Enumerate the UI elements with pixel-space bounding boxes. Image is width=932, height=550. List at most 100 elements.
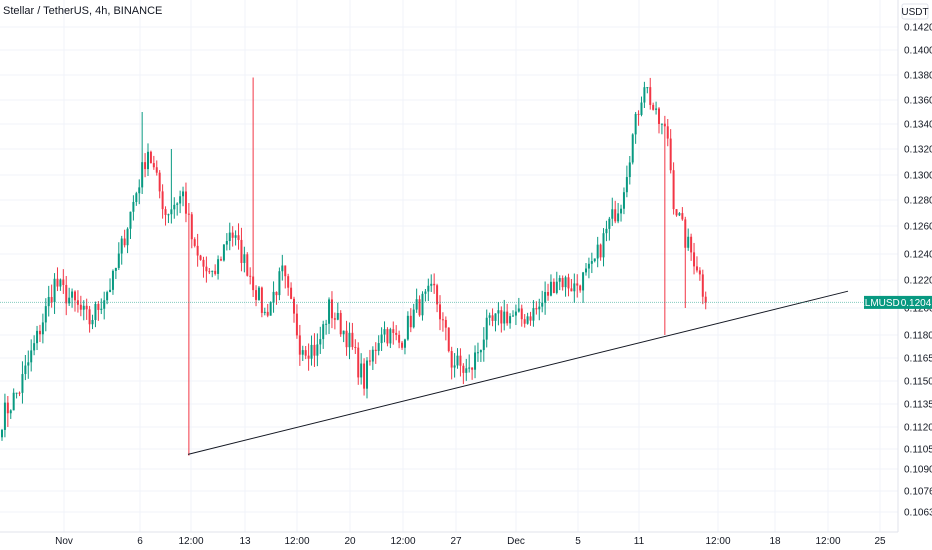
candle-body — [333, 318, 336, 320]
candle-body — [555, 281, 558, 293]
candle-body — [567, 277, 570, 289]
time-scale[interactable]: Nov 6 12:00 13 12:00 20 12:00 27 Dec 5 11 12:00 18 12… — [55, 536, 886, 547]
candle-body — [389, 329, 392, 344]
currency-unit: USDT — [901, 7, 928, 18]
candle-body — [444, 319, 447, 328]
candle-body — [579, 285, 582, 291]
candle-body — [617, 213, 620, 222]
candle-body — [564, 277, 567, 288]
price-tick-label: 0.1240 — [904, 250, 932, 261]
candle-body — [272, 291, 275, 302]
price-scale[interactable]: 0.1420 0.1400 0.1380 0.1360 0.1340 0.1320 0.13… — [904, 23, 932, 519]
candle-body — [669, 138, 672, 171]
candle-body — [529, 316, 532, 321]
candle-body — [526, 316, 529, 324]
price-tick-label: 0.1165 — [904, 354, 932, 365]
price-tick-label: 0.1400 — [904, 46, 932, 57]
candle-body — [655, 108, 658, 110]
candle-body — [436, 285, 439, 305]
candle-body — [439, 304, 441, 320]
candle-body — [506, 311, 509, 324]
time-tick-label: 12:00 — [815, 536, 840, 547]
candle-body — [450, 351, 453, 368]
candle-body — [465, 368, 468, 373]
candle-body — [123, 238, 126, 246]
candle-body — [246, 254, 249, 276]
candle-body — [476, 352, 479, 354]
candle-body — [640, 102, 643, 115]
candle-body — [6, 402, 9, 414]
candle-body — [704, 296, 707, 303]
candle-body — [693, 252, 696, 267]
candle-body — [462, 365, 465, 373]
candle-body — [398, 334, 401, 343]
price-tick-label: 0.1063 — [904, 508, 932, 519]
candle-body — [596, 244, 599, 259]
currency-unit-box[interactable] — [901, 3, 929, 20]
candle-body — [304, 350, 307, 356]
candle-body — [88, 309, 91, 325]
last-price-value: 0.1204 — [901, 298, 932, 309]
candles — [1, 77, 707, 456]
candle-body — [488, 315, 491, 318]
price-tick-label: 0.1320 — [904, 145, 932, 156]
candle-body — [593, 258, 596, 262]
candle-body — [485, 317, 488, 340]
candle-body — [538, 306, 541, 310]
candle-body — [205, 266, 208, 272]
candle-body — [15, 392, 18, 394]
trendline[interactable] — [187, 290, 849, 455]
candle-body — [263, 311, 266, 313]
candle-body — [76, 300, 79, 305]
candle-body — [500, 310, 503, 324]
candle-body — [628, 162, 631, 178]
price-tick-label: 0.1150 — [904, 377, 932, 388]
candle-body — [117, 253, 120, 268]
candle-body — [441, 319, 444, 321]
price-tick-label: 0.1220 — [904, 276, 932, 287]
symbol-badge — [864, 295, 900, 309]
candle-body — [427, 285, 430, 292]
candle-body — [149, 151, 152, 164]
candle-body — [401, 342, 404, 348]
candle-body — [44, 306, 47, 323]
candle-body — [602, 233, 605, 258]
candle-body — [348, 332, 351, 348]
candle-body — [18, 392, 21, 394]
candle-body — [190, 214, 193, 240]
candle-body — [278, 271, 281, 296]
candle-body — [395, 332, 398, 335]
candle-body — [509, 316, 512, 324]
candle-body — [576, 283, 579, 286]
candle-body — [360, 363, 363, 378]
candle-body — [126, 228, 129, 246]
candle-body — [293, 298, 295, 314]
candle-body — [412, 309, 415, 328]
candle-body — [468, 367, 471, 369]
candle-body — [325, 323, 328, 325]
candle-body — [406, 315, 409, 340]
candle-body — [120, 238, 123, 254]
candle-body — [237, 235, 240, 240]
candle-body — [106, 292, 109, 301]
candle-body — [114, 267, 117, 271]
candle-body — [21, 374, 24, 393]
candle-body — [336, 312, 339, 320]
candle-body — [622, 192, 625, 209]
price-tick-label: 0.1120 — [904, 423, 932, 434]
candle-body — [50, 297, 53, 303]
candle-body — [307, 355, 310, 359]
candle-body — [109, 289, 112, 293]
candle-body — [243, 254, 246, 263]
candle-body — [339, 312, 342, 335]
price-tick-label: 0.1200 — [904, 304, 932, 315]
candle-body — [228, 232, 231, 242]
candle-body — [257, 287, 260, 300]
time-tick-label: 12:00 — [390, 536, 415, 547]
candle-body — [532, 308, 535, 321]
candle-body — [684, 219, 687, 248]
candle-body — [179, 196, 182, 204]
price-tick-label: 0.1340 — [904, 120, 932, 131]
candle-body — [97, 303, 100, 310]
